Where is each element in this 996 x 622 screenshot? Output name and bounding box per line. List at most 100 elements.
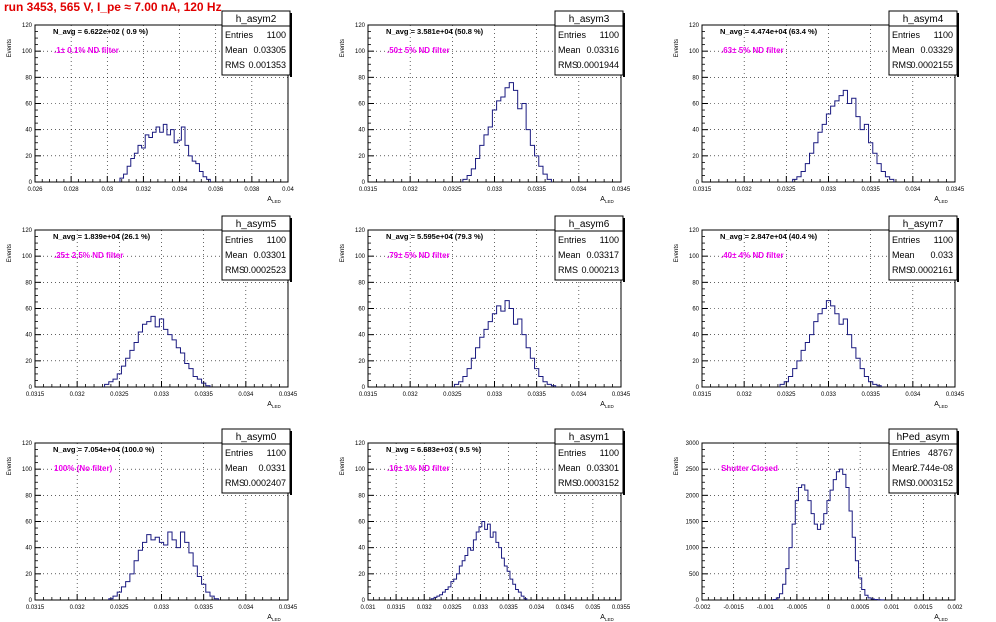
y-tick-label: 80: [358, 75, 365, 81]
histogram-bin: [788, 377, 792, 387]
x-tick-label: 0.0345: [279, 392, 298, 398]
histogram-bin: [873, 384, 877, 387]
stats-value: 1100: [934, 30, 953, 40]
stats-key: Mean: [225, 250, 248, 260]
histogram-bin: [814, 322, 818, 387]
stats-key: Entries: [225, 30, 254, 40]
y-axis-title: Events: [674, 244, 680, 262]
histogram-bin: [521, 596, 524, 600]
histogram-bin: [818, 132, 822, 182]
y-tick-label: 120: [355, 441, 366, 447]
stats-value: 0.0002523: [243, 265, 286, 275]
y-tick-label: 40: [358, 546, 365, 552]
histogram-bin: [810, 153, 814, 182]
stats-title: h_asym4: [903, 14, 944, 25]
histogram-bin: [497, 306, 501, 387]
histogram-bin: [864, 377, 868, 387]
y-tick-label: 40: [358, 333, 365, 339]
histogram-bin: [492, 110, 496, 182]
histogram-bin: [817, 529, 820, 600]
histogram-bin: [203, 177, 207, 182]
stats-value: 1100: [600, 30, 619, 40]
stats-value: 0.0002155: [910, 60, 953, 70]
histogram-bin: [833, 480, 836, 600]
x-tick-label: 0.0345: [612, 392, 631, 398]
navg-label: N_avg = 1.839e+04 (26.1 %): [53, 232, 151, 241]
histogram-bin: [805, 343, 809, 387]
histogram-bin: [476, 348, 480, 387]
y-tick-label: 0: [696, 385, 700, 391]
y-tick-label: 500: [689, 572, 700, 578]
histogram-panel-h_asym7: 0.0315 0.032 0.0325 0.033 0.0335 0.034 0.0345 0…: [674, 215, 965, 409]
y-tick-label: 80: [25, 280, 32, 286]
histogram-bin: [810, 335, 814, 387]
stats-shadow: [957, 13, 959, 77]
y-tick-label: 1500: [686, 520, 700, 526]
stats-key: Entries: [558, 448, 587, 458]
histogram-bin: [492, 314, 496, 387]
x-axis-title: ALED: [934, 614, 948, 622]
x-tick-label: 0.0335: [861, 392, 880, 398]
stats-value: 0.0331: [258, 463, 286, 473]
filter-label: .10± 1% ND filter: [387, 464, 450, 473]
stats-key: Entries: [892, 235, 921, 245]
histogram-bin: [113, 596, 117, 600]
histogram-bin: [881, 172, 885, 182]
stats-value: 1100: [934, 235, 953, 245]
y-tick-label: 40: [692, 333, 699, 339]
y-tick-label: 2000: [686, 493, 700, 499]
histogram-bin: [124, 174, 128, 182]
histogram-bin: [776, 598, 779, 600]
histogram-bin: [502, 558, 505, 600]
histogram-line: [108, 531, 219, 600]
y-tick-label: 3000: [686, 441, 700, 447]
x-tick-label: -0.0015: [723, 605, 744, 611]
histogram-bin: [131, 158, 135, 182]
filter-label: .79± 5% ND filter: [387, 251, 450, 260]
histogram-bin: [121, 587, 125, 600]
y-tick-label: 120: [22, 228, 33, 234]
histogram-bin: [826, 114, 830, 182]
y-tick-label: 80: [25, 493, 32, 499]
x-tick-label: 0.033: [154, 605, 170, 611]
x-tick-label: 0.0325: [777, 392, 796, 398]
histogram-bin: [818, 314, 822, 387]
histogram-bin: [846, 487, 849, 600]
histogram-bin: [440, 595, 443, 600]
histogram-bin: [174, 143, 178, 182]
histogram-bin: [117, 592, 121, 600]
stats-key: Mean: [892, 250, 915, 260]
navg-label: N_avg = 6.683e+03 ( 9.5 %): [386, 445, 482, 454]
x-tick-label: 0.032: [403, 392, 419, 398]
x-tick-label: 0.0345: [279, 605, 298, 611]
stats-title: h_asym1: [569, 432, 610, 443]
x-tick-label: 0.033: [821, 392, 837, 398]
histogram-bin: [476, 532, 479, 600]
x-tick-label: 0.0315: [359, 187, 378, 193]
y-tick-label: 80: [358, 493, 365, 499]
stats-key: Mean: [558, 463, 581, 473]
y-tick-label: 40: [358, 128, 365, 134]
y-tick-label: 0: [29, 385, 33, 391]
x-tick-label: 0.033: [473, 605, 489, 611]
stats-value: 0.001353: [248, 60, 286, 70]
histogram-bin: [199, 172, 203, 182]
y-tick-label: 120: [355, 23, 366, 29]
histogram-bin: [105, 384, 109, 387]
histogram-bin: [471, 169, 475, 182]
y-axis-title: Events: [7, 457, 13, 475]
y-tick-label: 80: [692, 280, 699, 286]
y-tick-label: 20: [25, 572, 32, 578]
stats-key: Entries: [892, 448, 921, 458]
stats-title: h_asym7: [903, 219, 944, 230]
stats-key: Entries: [225, 448, 254, 458]
histogram-bin: [865, 595, 868, 600]
y-axis-title: Events: [674, 457, 680, 475]
y-axis-title: Events: [7, 244, 13, 262]
histogram-bin: [147, 535, 151, 600]
histogram-bin: [457, 574, 460, 600]
histogram-bin: [840, 469, 843, 600]
histogram-bin: [526, 130, 530, 182]
x-tick-label: 0.034: [172, 187, 188, 193]
histogram-bin: [793, 369, 797, 387]
